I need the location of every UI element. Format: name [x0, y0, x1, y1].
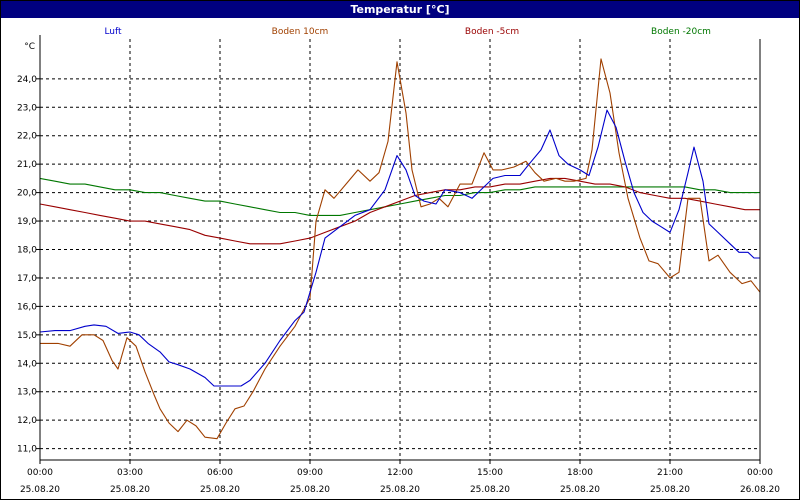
grid — [40, 39, 760, 460]
series-line-luft — [39, 109, 760, 387]
y-axis-unit-label: °C — [24, 42, 35, 52]
series-line-boden-10cm — [40, 58, 761, 440]
x-tick-label-time: 06:00 — [207, 468, 233, 478]
y-tick-label: 15,0 — [17, 331, 37, 341]
legend: Luft Boden 10cm Boden -5cm Boden -20cm — [104, 27, 711, 37]
y-tick-label: 21,0 — [17, 160, 37, 170]
x-tick-label-date: 25.08.20 — [560, 485, 600, 495]
legend-entry: Boden -5cm — [465, 27, 519, 37]
x-tick-label-time: 21:00 — [657, 468, 683, 478]
y-tick-label: 17,0 — [17, 274, 37, 284]
chart-title: Temperatur [°C] — [1, 1, 799, 18]
x-tick-label-date: 25.08.20 — [110, 485, 150, 495]
x-tick-label-date: 25.08.20 — [200, 485, 240, 495]
x-tick-label-time: 00:00 — [747, 468, 773, 478]
x-tick-label-date: 26.08.20 — [740, 485, 780, 495]
series-line-boden-20cm — [39, 177, 760, 216]
x-tick-label-time: 15:00 — [477, 468, 503, 478]
legend-entry: Boden 10cm — [272, 27, 329, 37]
x-tick-label-time: 00:00 — [27, 468, 53, 478]
x-tick-label-date: 25.08.20 — [470, 485, 510, 495]
y-tick-label: 20,0 — [17, 189, 37, 199]
y-tick-label: 11,0 — [17, 445, 37, 455]
x-tick-label-time: 18:00 — [567, 468, 593, 478]
y-tick-label: 18,0 — [17, 246, 37, 256]
series-layer — [39, 58, 761, 440]
y-tick-label: 19,0 — [17, 217, 37, 227]
x-tick-label-time: 12:00 — [387, 468, 413, 478]
legend-entry: Luft — [104, 27, 122, 37]
y-tick-label: 23,0 — [17, 103, 37, 113]
x-tick-label-date: 25.08.20 — [380, 485, 420, 495]
y-tick-label: 13,0 — [17, 388, 37, 398]
y-tick-label: 22,0 — [17, 132, 37, 142]
series-line-boden-5cm — [39, 177, 760, 245]
y-tick-label: 24,0 — [17, 75, 37, 85]
y-tick-label: 14,0 — [17, 359, 37, 369]
x-tick-label-date: 25.08.20 — [650, 485, 690, 495]
legend-entry: Boden -20cm — [651, 27, 711, 37]
x-tick-label-time: 09:00 — [297, 468, 323, 478]
axes: 11,0 12,0 13,0 14,0 15,0 16,0 17,0 18,0 19,0 20,0… — [17, 35, 780, 495]
y-tick-label: 16,0 — [17, 302, 37, 312]
x-tick-label-date: 25.08.20 — [290, 485, 330, 495]
y-tick-label: 12,0 — [17, 416, 37, 426]
x-tick-label-time: 03:00 — [117, 468, 143, 478]
x-tick-label-date: 25.08.20 — [20, 485, 60, 495]
